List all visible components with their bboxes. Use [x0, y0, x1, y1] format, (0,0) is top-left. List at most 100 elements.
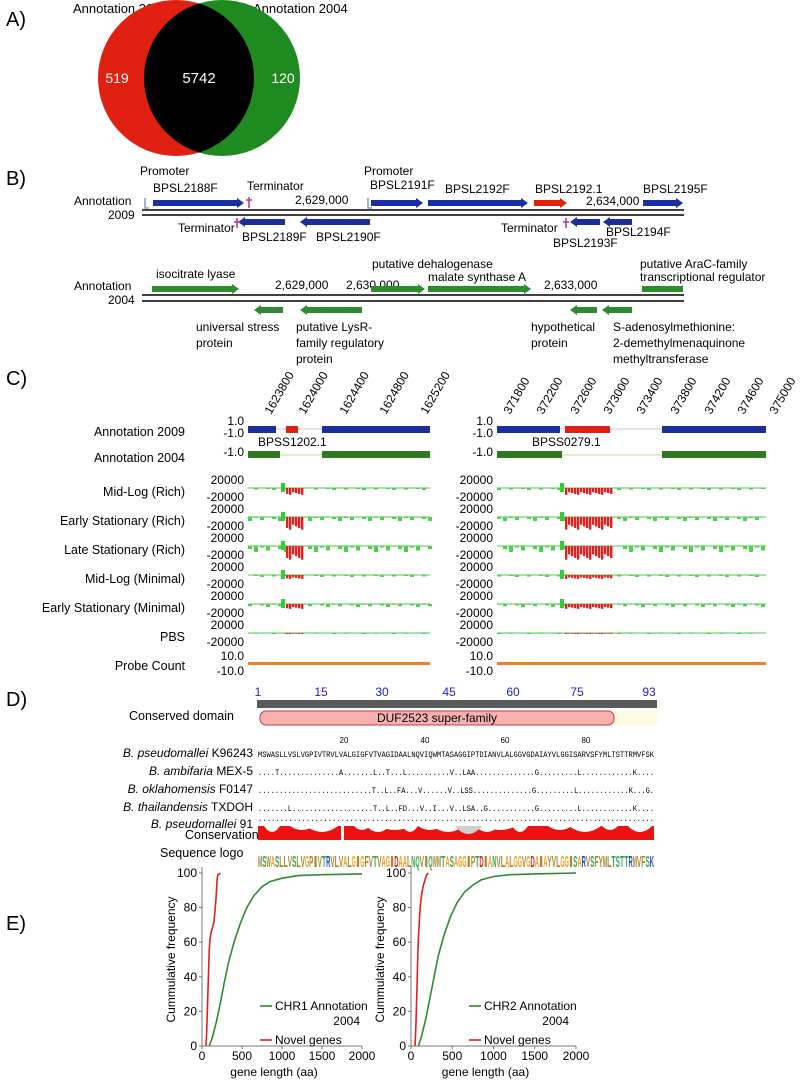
signal-bar — [332, 488, 336, 490]
y-tick-label: 40 — [184, 970, 198, 984]
y-tick-label: 100 — [177, 866, 197, 880]
signal-bar — [260, 517, 264, 520]
series-line — [417, 872, 577, 1047]
logo-letter: G — [305, 854, 309, 871]
signal-bar — [571, 575, 574, 578]
signal-bar — [295, 488, 298, 494]
signal-bar — [743, 546, 747, 549]
scale-label: -20000 — [207, 490, 245, 504]
signal-bar — [314, 633, 318, 634]
logo-letter: M — [258, 854, 262, 871]
signal-bar — [647, 604, 651, 605]
logo-letter: I — [313, 854, 317, 871]
venn-left-count: 519 — [105, 70, 129, 86]
scale-label: 1.0 — [476, 414, 493, 428]
signal-bar — [326, 488, 330, 489]
signal-bar — [362, 517, 366, 519]
signal-bar — [565, 604, 568, 609]
probe-count-line — [497, 662, 766, 665]
signal-bar — [719, 633, 723, 634]
signal-bar — [586, 604, 589, 609]
signal-bar — [629, 546, 633, 552]
signal-bar — [503, 546, 507, 549]
signal-bar — [539, 517, 543, 518]
logo-letter: V — [586, 854, 590, 871]
signal-bar — [598, 517, 601, 529]
signal-bar — [533, 546, 537, 549]
signal-bar — [350, 546, 354, 548]
signal-bar — [701, 546, 705, 551]
axis-tick-label: 1624000 — [295, 369, 331, 417]
signal-bar — [272, 604, 276, 605]
logo-letter: L — [509, 854, 513, 871]
signal-bar — [695, 604, 699, 606]
conservation-dip — [402, 826, 418, 832]
logo-letter: N — [411, 854, 415, 871]
logo-letter: G — [518, 854, 522, 871]
conservation-gap — [341, 826, 344, 840]
gene-arrow-forward — [371, 198, 423, 208]
signal-bar — [509, 488, 513, 490]
signal-bar — [301, 575, 304, 579]
gene-arrow-forward — [152, 284, 239, 294]
signal-bar — [539, 488, 543, 490]
signal-bar — [272, 633, 276, 634]
alignment-row: B. thailandensis TXDOH .......L.........… — [123, 800, 654, 814]
signal-bar — [260, 575, 264, 577]
alignment-ruler: 20 40 60 80 — [340, 736, 591, 745]
signal-bar — [260, 604, 264, 606]
signal-bar — [289, 575, 292, 579]
signal-bar — [286, 517, 289, 529]
signal-bar — [533, 604, 537, 607]
species-name: B. ambifaria MEX-5 — [149, 764, 253, 778]
signal-bar — [761, 604, 765, 607]
scale-label: 20000 — [460, 589, 494, 603]
novel-gene-label: BPSS1202.1 — [258, 435, 327, 449]
signal-bar — [422, 517, 426, 519]
signal-bar — [292, 546, 295, 555]
signal-bar — [539, 546, 543, 552]
x-tick-label: 1000 — [269, 1049, 296, 1063]
signal-bar — [623, 546, 627, 549]
signal-bar — [671, 488, 675, 489]
scale-label: 20000 — [460, 473, 494, 487]
gene-label: BPSL2195F — [643, 182, 708, 196]
signal-bar — [629, 575, 633, 576]
logo-letter: P — [309, 854, 313, 871]
signal-bar — [515, 546, 519, 548]
domain-bg — [612, 711, 658, 725]
signal-bar — [641, 604, 645, 607]
track-label: Late Stationary (Rich) — [64, 543, 185, 557]
logo-letter: A — [577, 854, 581, 871]
signal-bar — [592, 633, 595, 634]
axis-tick-label: 372200 — [533, 375, 565, 417]
signal-bar — [677, 604, 681, 605]
signal-bar — [568, 488, 571, 493]
signal-bar — [589, 517, 592, 530]
gene-block — [662, 451, 766, 458]
series-line — [205, 872, 221, 1047]
signal-bar — [653, 604, 657, 607]
gene-block — [248, 451, 280, 458]
signal-bar — [289, 633, 292, 634]
axis-tick-label: 373000 — [600, 375, 632, 417]
track-label: Mid-Log (Rich) — [103, 485, 185, 499]
signal-bar — [527, 633, 531, 634]
conserved-domain-label: Conserved domain — [129, 709, 234, 723]
signal-bar — [607, 488, 610, 494]
signal-bar — [266, 488, 270, 489]
signal-bar — [404, 546, 408, 552]
scale-label: 20000 — [211, 589, 245, 603]
signal-bar — [392, 575, 396, 577]
alignment-row: B. ambifaria MEX-5 ....T..............A.… — [149, 764, 654, 778]
signal-bar — [551, 546, 555, 551]
signal-bar — [761, 546, 765, 551]
signal-bar — [301, 517, 304, 530]
ruler-tick-label: 1 — [255, 685, 262, 699]
signal-bar — [398, 604, 402, 607]
signal-bar — [595, 488, 598, 494]
signal-bar — [539, 575, 543, 576]
signal-bar — [404, 633, 408, 634]
signal-bar — [326, 546, 330, 551]
signal-bar — [577, 517, 580, 530]
